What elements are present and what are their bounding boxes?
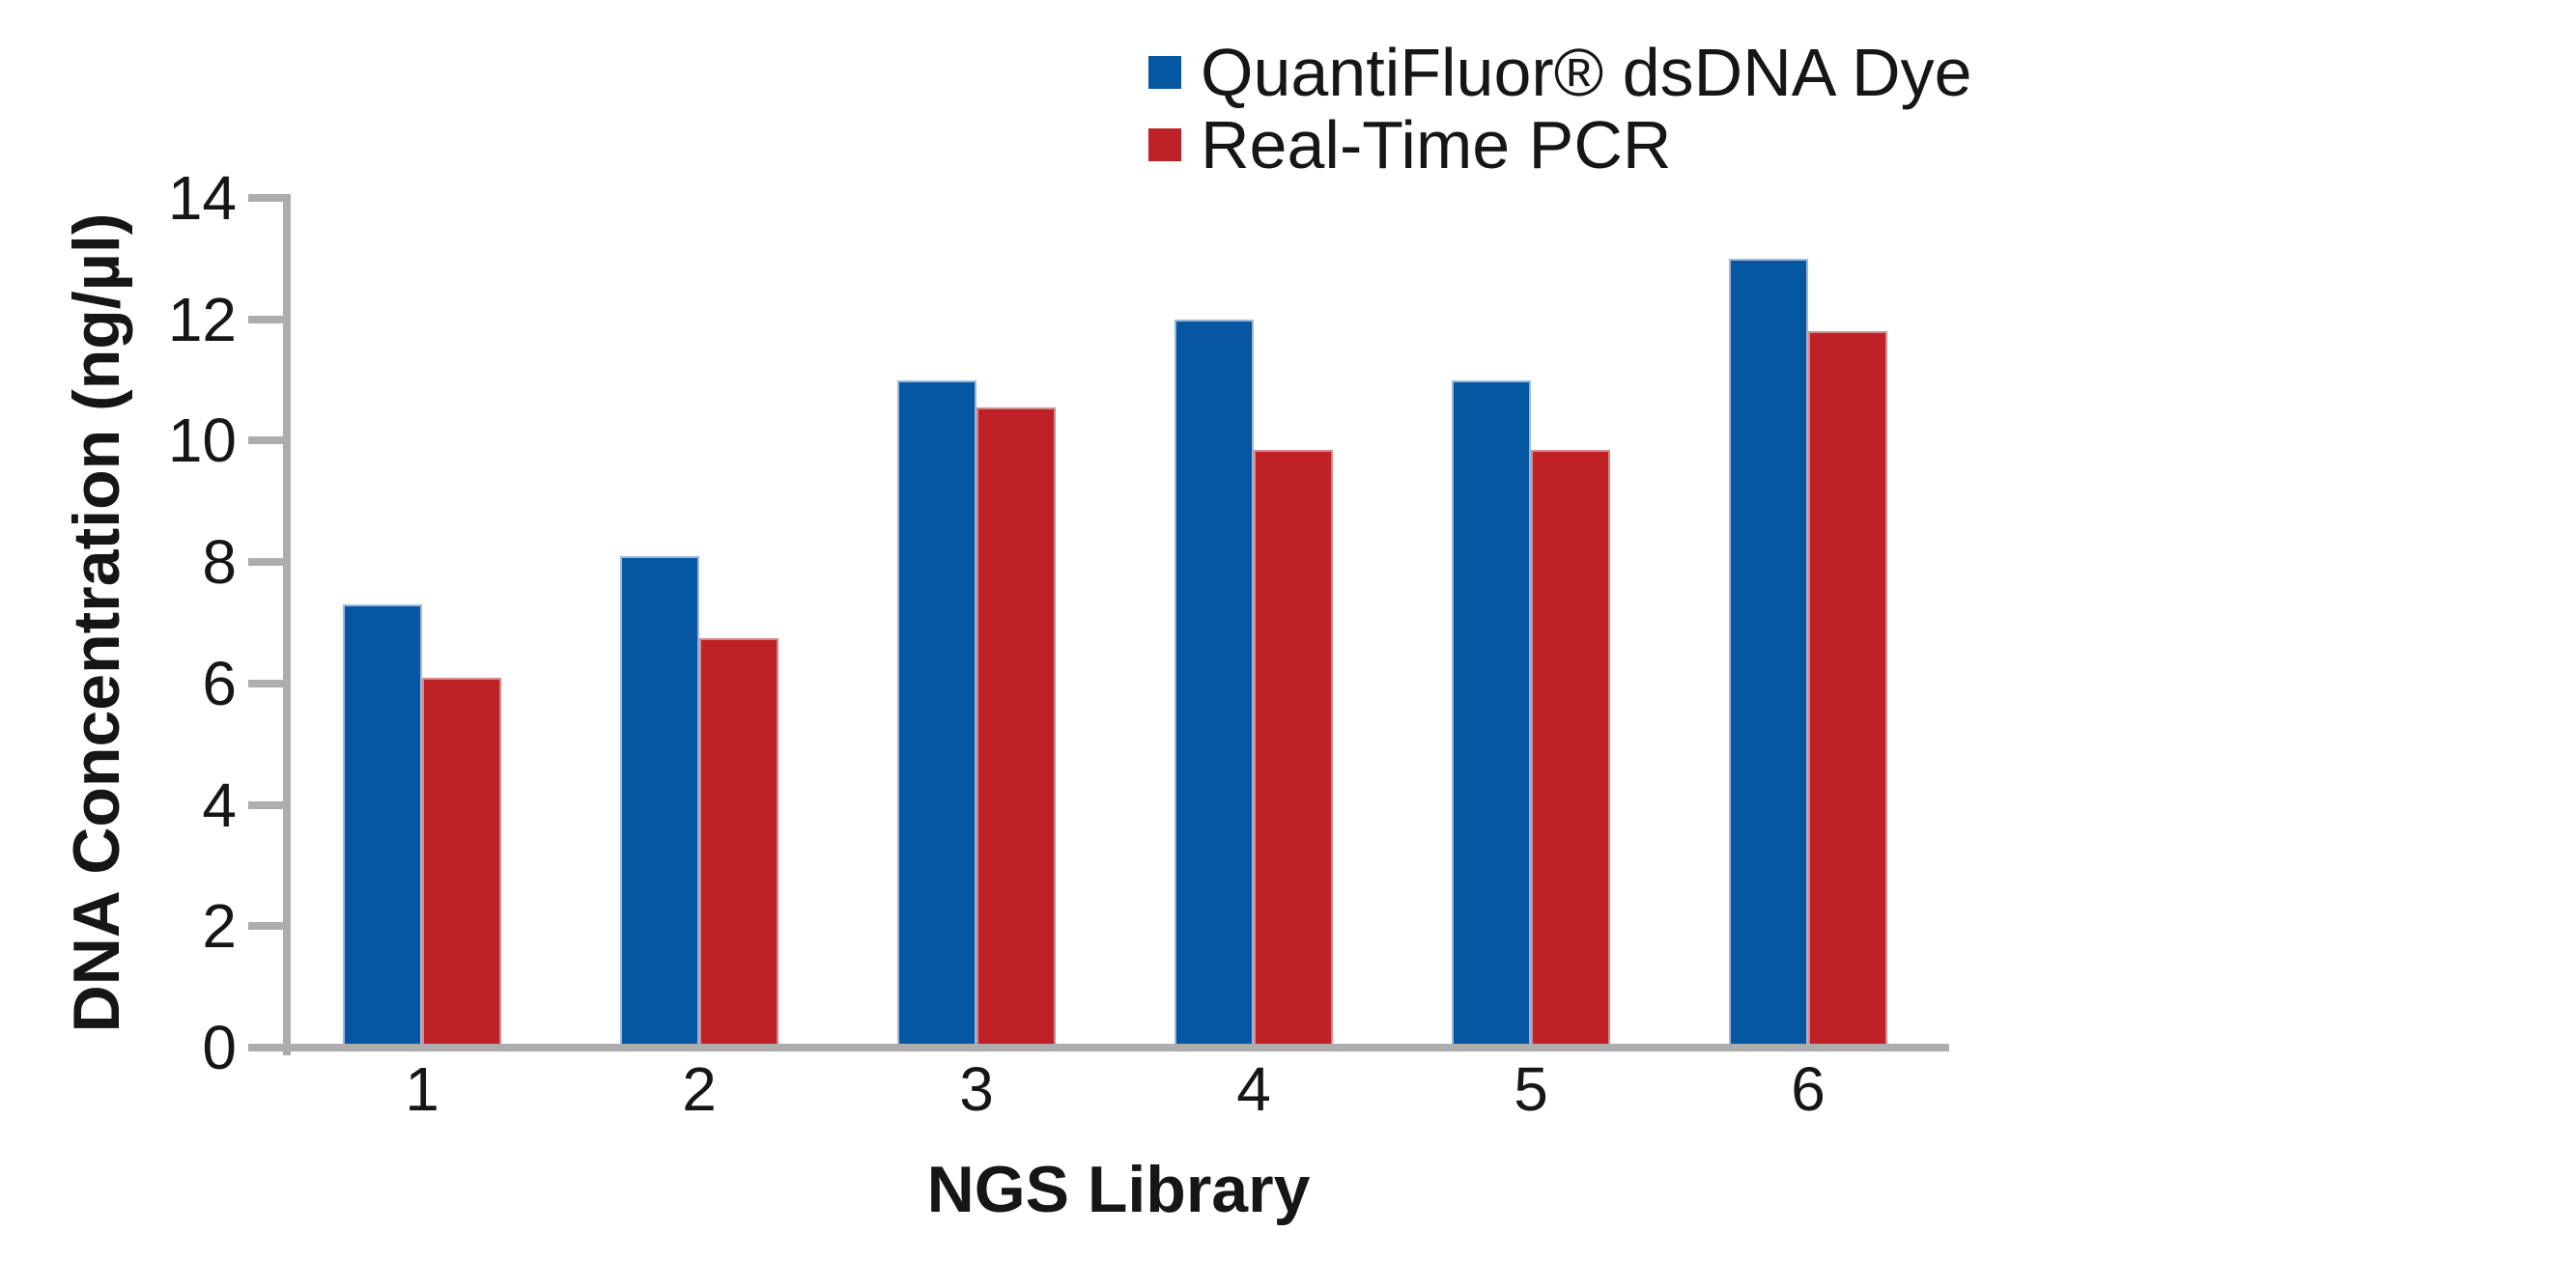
bar-realtime-pcr-4 (1254, 449, 1333, 1051)
bar-realtime-pcr-3 (977, 406, 1056, 1051)
legend-label-quantifluor: QuantiFluor® dsDNA Dye (1201, 35, 1972, 110)
y-tick-label-0: 0 (202, 1013, 237, 1082)
bar-realtime-pcr-1 (422, 677, 501, 1051)
y-axis-tick-2 (248, 922, 291, 931)
bar-quantifluor-4 (1175, 319, 1254, 1051)
bar-quantifluor-1 (343, 604, 422, 1051)
bar-quantifluor-5 (1452, 379, 1531, 1051)
x-category-label-6: 6 (1791, 1054, 1826, 1124)
legend-item-realtime-pcr: Real-Time PCR (1148, 111, 1972, 179)
x-axis-line (248, 1044, 1949, 1051)
bar-realtime-pcr-2 (699, 637, 778, 1051)
y-axis-line (283, 194, 291, 1055)
y-tick-label-12: 12 (167, 284, 237, 354)
bar-realtime-pcr-6 (1808, 331, 1887, 1051)
bar-quantifluor-2 (620, 555, 699, 1051)
x-category-label-4: 4 (1236, 1054, 1271, 1124)
x-category-label-1: 1 (405, 1054, 439, 1124)
y-axis-tick-4 (248, 800, 291, 809)
bar-quantifluor-6 (1729, 258, 1808, 1051)
legend: QuantiFluor® dsDNA Dye Real-Time PCR (1148, 39, 1972, 183)
legend-swatch-realtime-pcr-icon (1148, 128, 1181, 161)
y-axis-tick-0 (248, 1044, 291, 1051)
legend-item-quantifluor: QuantiFluor® dsDNA Dye (1148, 39, 1972, 106)
y-tick-label-6: 6 (202, 648, 237, 718)
y-axis-tick-12 (248, 315, 291, 323)
y-tick-label-10: 10 (167, 406, 237, 476)
y-tick-label-8: 8 (202, 527, 237, 598)
y-axis-tick-14 (248, 194, 291, 202)
bar-quantifluor-3 (897, 379, 977, 1051)
y-tick-label-14: 14 (167, 163, 237, 233)
y-tick-label-2: 2 (202, 891, 237, 962)
y-axis-tick-6 (248, 679, 291, 687)
x-axis-title: NGS Library (926, 1153, 1311, 1226)
legend-swatch-quantifluor-icon (1148, 56, 1181, 89)
y-axis-tick-10 (248, 436, 291, 445)
y-tick-label-4: 4 (202, 770, 237, 840)
x-category-label-3: 3 (959, 1054, 994, 1124)
y-axis-tick-8 (248, 558, 291, 567)
bar-realtime-pcr-5 (1531, 449, 1610, 1051)
x-category-label-2: 2 (682, 1054, 717, 1124)
x-category-label-5: 5 (1514, 1054, 1548, 1124)
legend-label-realtime-pcr: Real-Time PCR (1201, 107, 1672, 182)
